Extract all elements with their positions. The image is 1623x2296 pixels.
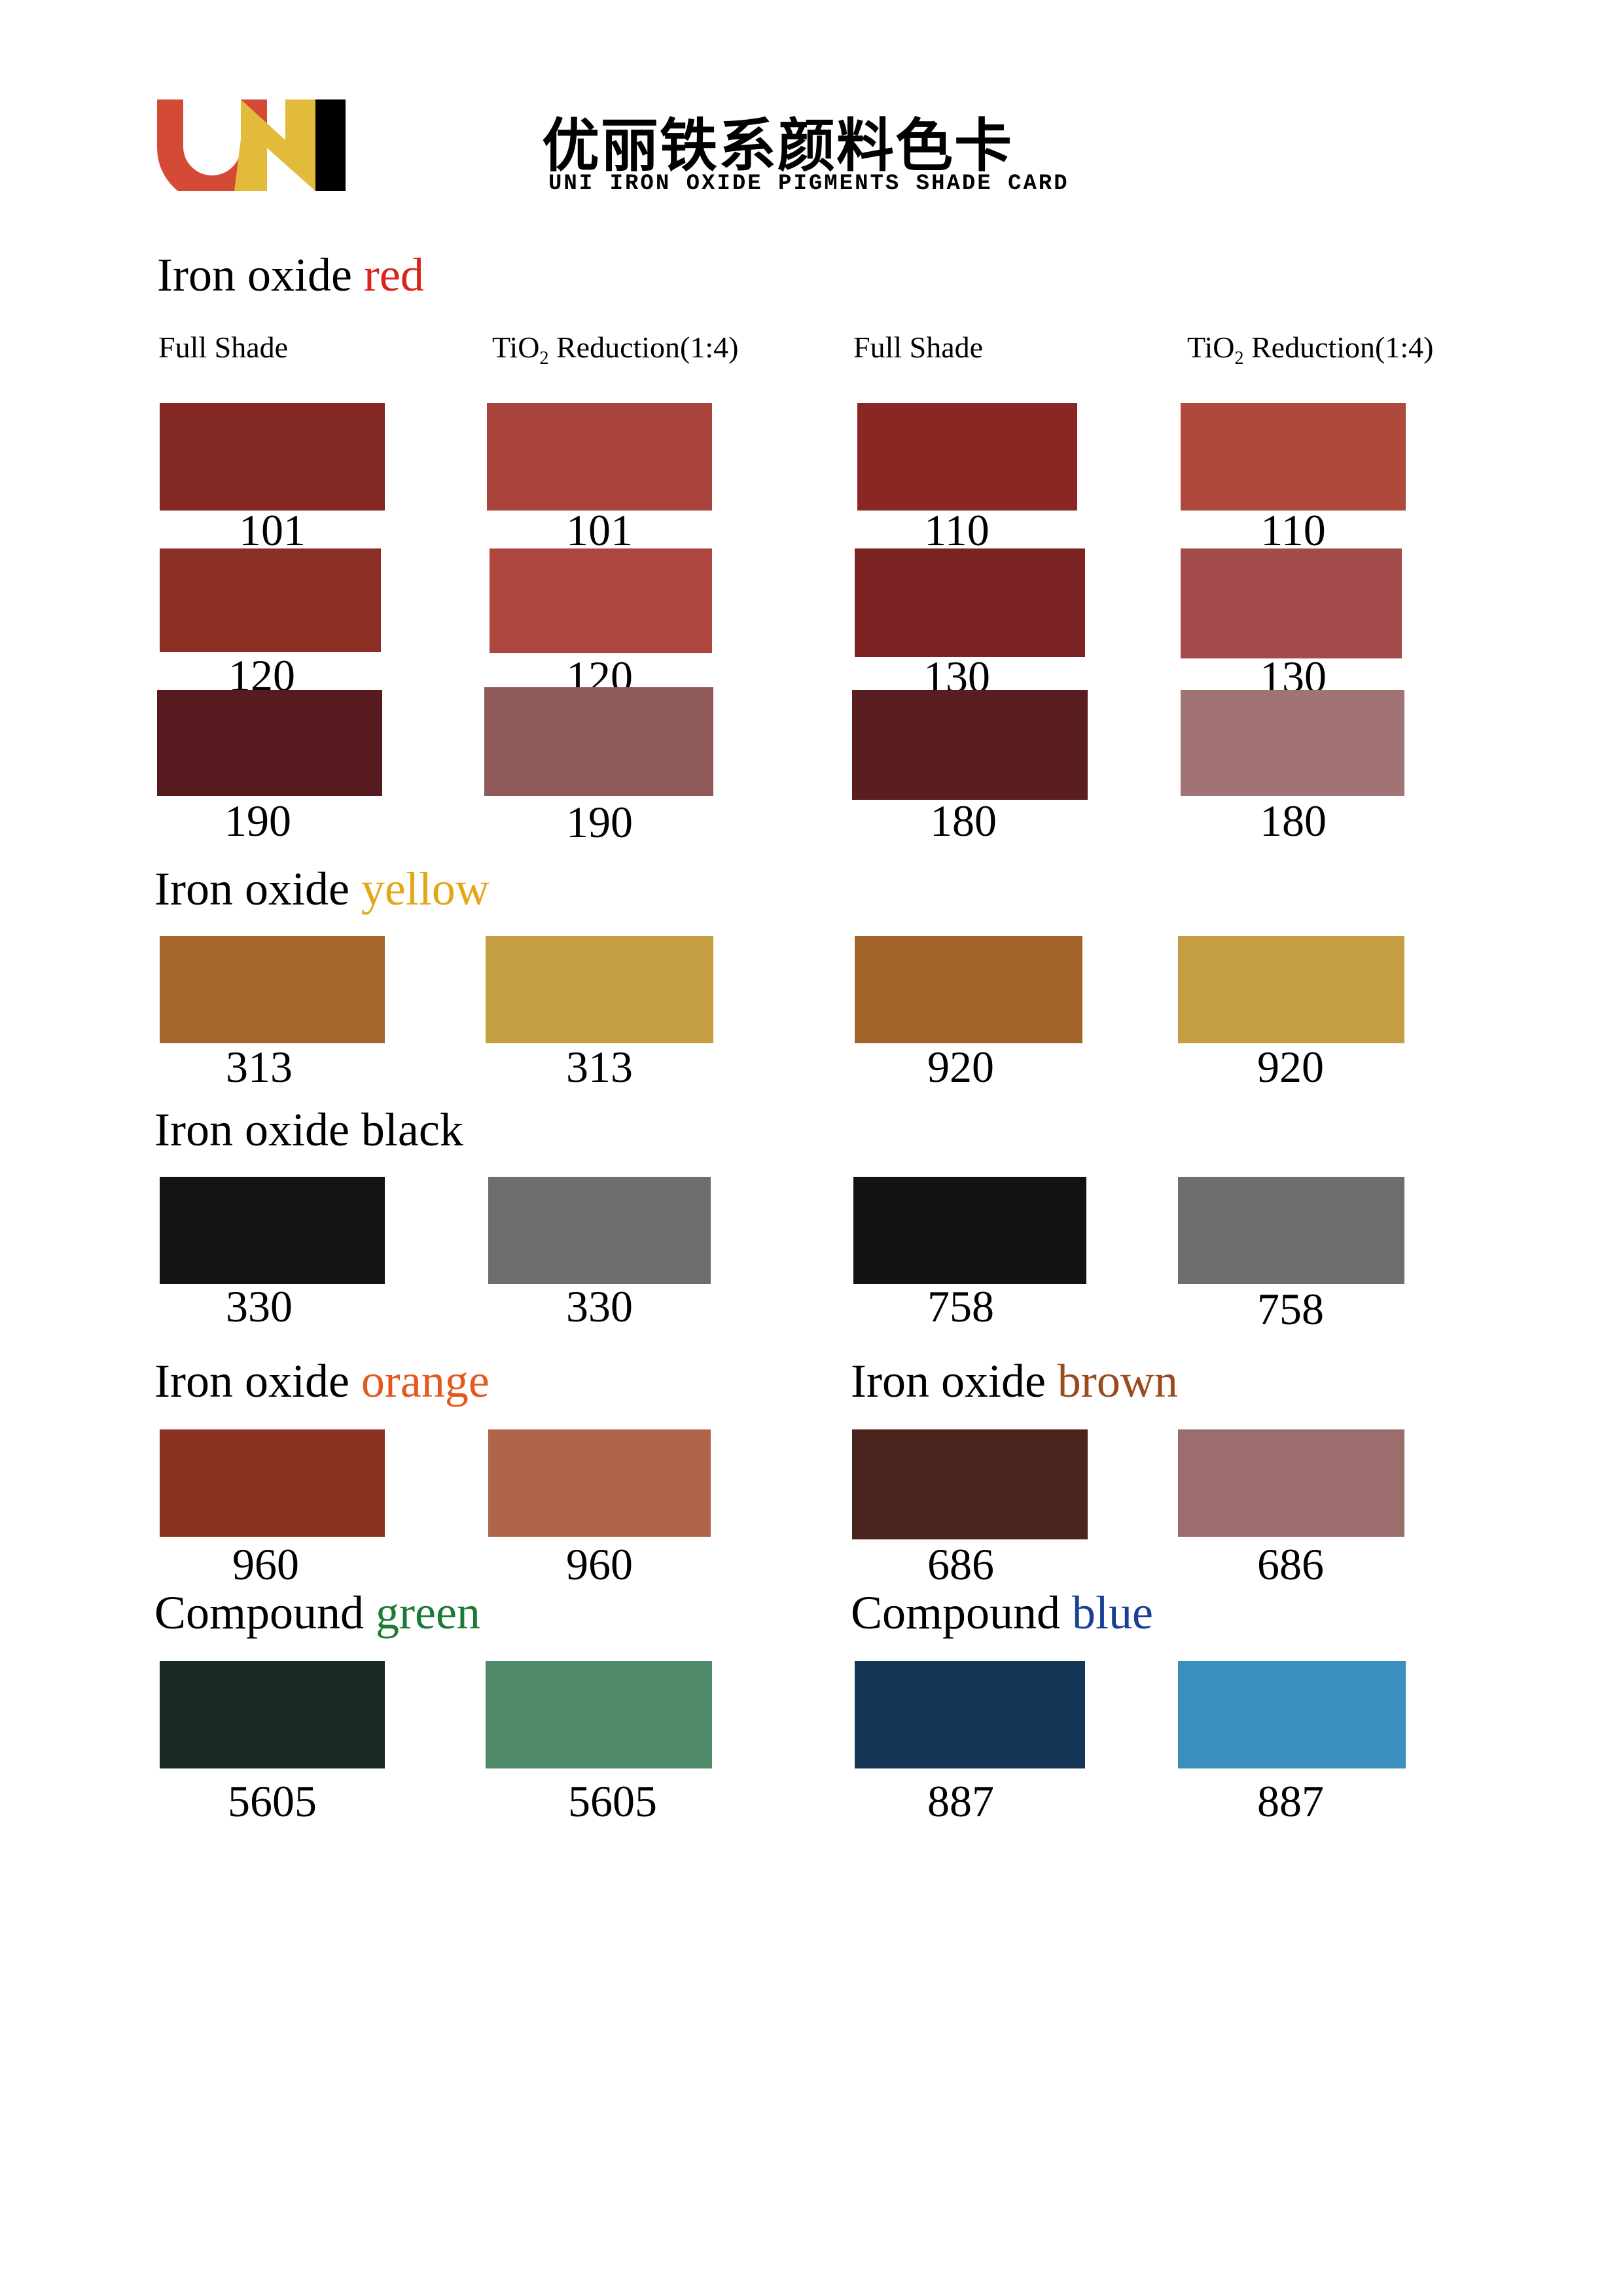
swatch-code: 101 [566, 505, 633, 555]
swatch-code: 5605 [228, 1776, 317, 1826]
color-swatch [488, 1429, 711, 1537]
color-swatch [1178, 1661, 1406, 1768]
color-swatch [160, 1661, 385, 1768]
section-color-word: green [376, 1587, 480, 1639]
color-swatch [484, 687, 713, 796]
section-title-iron-oxide-red: Iron oxide red [157, 251, 424, 298]
color-swatch [852, 1429, 1088, 1539]
swatch-code: 180 [930, 796, 997, 846]
swatch-code: 330 [566, 1282, 633, 1331]
swatch-code: 686 [1257, 1539, 1324, 1589]
section-title-iron-oxide-yellow: Iron oxide yellow [154, 865, 490, 912]
column-header-full-shade: Full Shade [853, 332, 983, 363]
swatch-code: 180 [1260, 796, 1327, 846]
section-title-compound-green: Compound green [154, 1589, 480, 1636]
color-swatch [160, 1429, 385, 1537]
color-swatch [852, 690, 1088, 800]
color-swatch [1181, 548, 1402, 658]
section-color-word: blue [1072, 1587, 1153, 1639]
color-swatch [1178, 1429, 1404, 1537]
section-color-word: black [361, 1103, 463, 1156]
column-header-tio2-reduction: TiO2 Reduction(1:4) [492, 332, 738, 368]
swatch-code: 190 [566, 797, 633, 847]
swatch-code: 101 [239, 505, 306, 555]
color-swatch [160, 1177, 385, 1284]
color-swatch [160, 403, 385, 511]
column-header-rest: Reduction(1:4) [548, 331, 739, 364]
section-prefix: Compound [851, 1587, 1073, 1639]
section-prefix: Compound [154, 1587, 376, 1639]
swatch-code: 330 [226, 1282, 293, 1331]
logo-letter-i [315, 99, 346, 191]
section-color-word: orange [361, 1355, 490, 1407]
color-swatch [160, 548, 381, 652]
color-swatch [160, 936, 385, 1043]
section-color-word: brown [1057, 1355, 1178, 1407]
section-prefix: Iron oxide [851, 1355, 1058, 1407]
swatch-code: 5605 [568, 1776, 657, 1826]
color-swatch [855, 936, 1082, 1043]
swatch-code: 887 [927, 1776, 994, 1826]
color-swatch [157, 690, 382, 796]
column-header-subscript: 2 [539, 348, 549, 368]
column-header-text: Full Shade [158, 331, 289, 364]
swatch-code: 313 [226, 1042, 293, 1092]
swatch-code: 758 [1257, 1284, 1324, 1334]
color-swatch [1178, 936, 1404, 1043]
section-prefix: Iron oxide [157, 249, 364, 301]
page-title-cn: 优丽铁系颜料色卡 [542, 112, 1014, 179]
section-color-word: red [363, 249, 424, 301]
section-title-compound-blue: Compound blue [851, 1589, 1153, 1636]
swatch-code: 110 [924, 505, 990, 555]
swatch-code: 110 [1260, 505, 1326, 555]
section-color-word: yellow [361, 863, 490, 915]
section-title-iron-oxide-brown: Iron oxide brown [851, 1357, 1178, 1405]
column-header-full-shade: Full Shade [158, 332, 288, 363]
section-prefix: Iron oxide [154, 1355, 361, 1407]
swatch-code: 920 [927, 1042, 994, 1092]
swatch-code: 686 [927, 1539, 994, 1589]
column-header-tio2-reduction: TiO2 Reduction(1:4) [1187, 332, 1433, 368]
column-header-text: TiO [1187, 331, 1235, 364]
column-header-rest: Reduction(1:4) [1243, 331, 1434, 364]
color-swatch [1181, 403, 1406, 511]
section-title-iron-oxide-black: Iron oxide black [154, 1106, 463, 1153]
color-swatch [855, 1661, 1085, 1768]
color-swatch [853, 1177, 1086, 1284]
swatch-code: 887 [1257, 1776, 1324, 1826]
swatch-code: 758 [927, 1282, 994, 1331]
section-prefix: Iron oxide [154, 1103, 361, 1156]
color-swatch [488, 1177, 711, 1284]
color-swatch [1181, 690, 1404, 796]
swatch-code: 920 [1257, 1042, 1324, 1092]
section-title-iron-oxide-orange: Iron oxide orange [154, 1357, 490, 1405]
swatch-code: 960 [232, 1539, 299, 1589]
section-prefix: Iron oxide [154, 863, 361, 915]
column-header-text: Full Shade [853, 331, 984, 364]
color-swatch [1178, 1177, 1404, 1284]
color-swatch [855, 548, 1085, 657]
column-header-subscript: 2 [1234, 348, 1244, 368]
swatch-code: 313 [566, 1042, 633, 1092]
color-swatch [486, 936, 713, 1043]
page-title-en: UNI IRON OXIDE PIGMENTS SHADE CARD [548, 171, 1069, 196]
swatch-code: 190 [224, 796, 291, 846]
uni-logo [157, 99, 346, 191]
color-swatch [486, 1661, 712, 1768]
logo-letter-n [234, 99, 315, 191]
column-header-text: TiO [492, 331, 540, 364]
color-swatch [487, 403, 712, 511]
color-swatch [857, 403, 1077, 511]
color-swatch [490, 548, 712, 653]
swatch-code: 960 [566, 1539, 633, 1589]
